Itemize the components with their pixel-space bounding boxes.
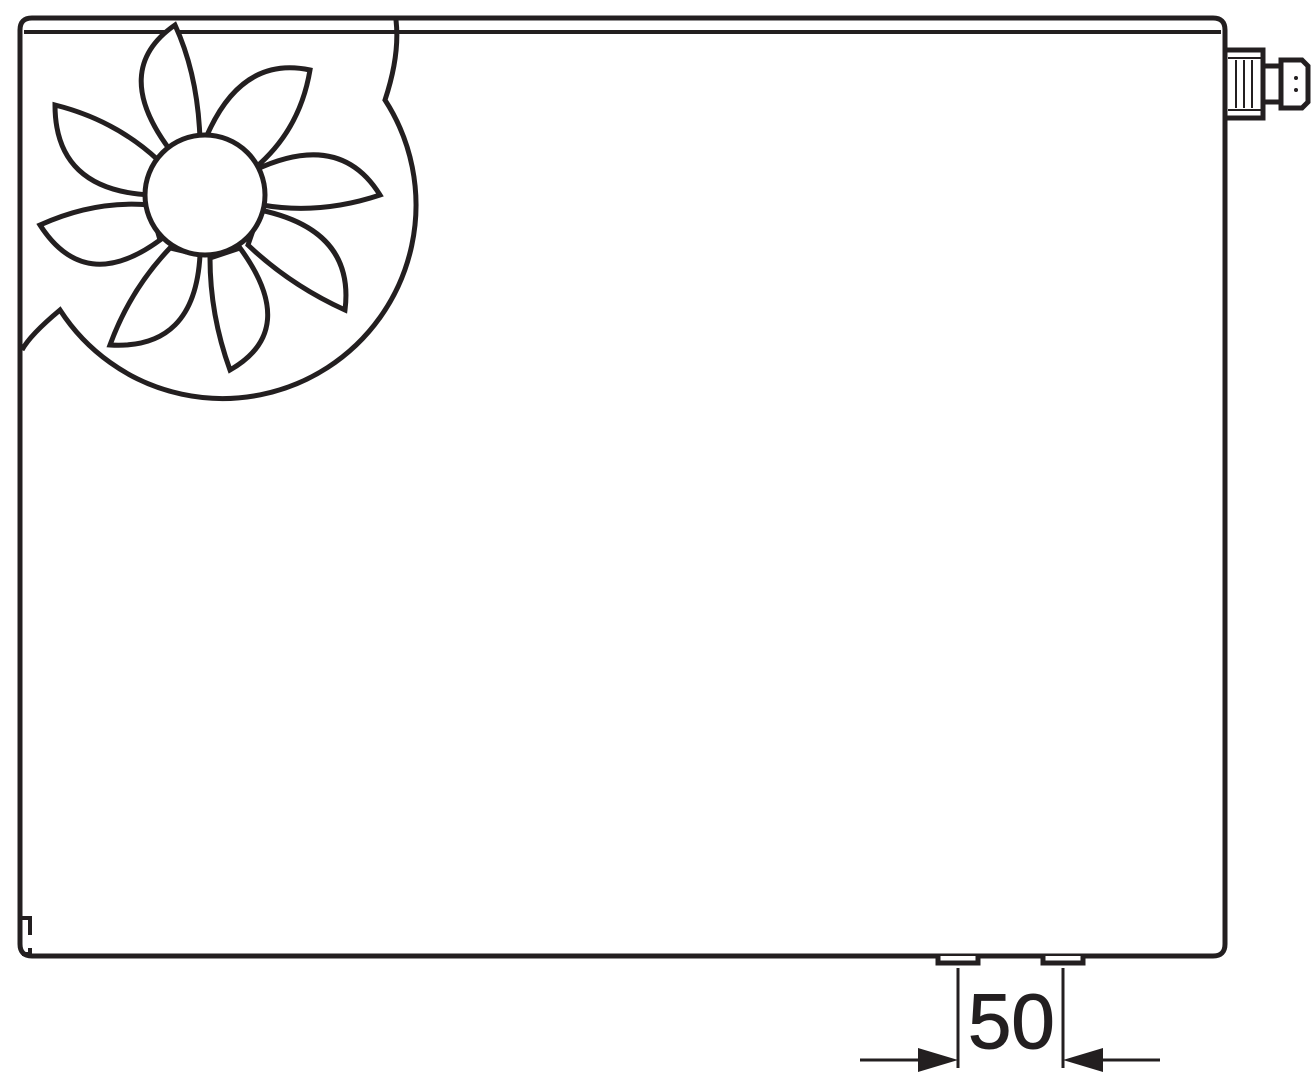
- diagram-svg: 50: [0, 0, 1311, 1080]
- radiator-technical-diagram: 50: [0, 0, 1311, 1080]
- fan-hub: [145, 135, 265, 255]
- dimension-label: 50: [968, 977, 1055, 1065]
- dimension-50: 50: [860, 968, 1160, 1072]
- thermostat-valve: [1225, 50, 1308, 118]
